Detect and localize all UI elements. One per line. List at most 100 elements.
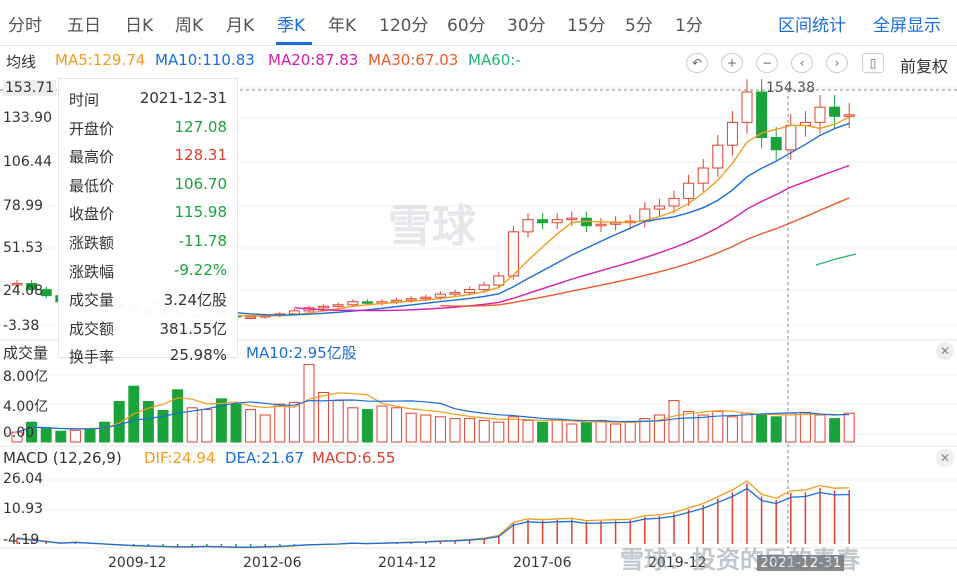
ma-legend-label: 均线	[6, 53, 37, 71]
candle-body	[245, 316, 257, 319]
volume-bar	[522, 419, 534, 443]
candle-body	[405, 298, 417, 301]
tab-60min[interactable]: 60分	[447, 16, 486, 36]
tooltip-row: 时间 2021-12-31	[67, 87, 229, 116]
zoom-in-icon[interactable]: +	[721, 53, 743, 73]
candle-body	[653, 205, 665, 210]
volume-bar	[493, 421, 505, 443]
zoom-out-icon[interactable]: −	[756, 53, 778, 73]
volume-bar	[580, 421, 592, 443]
tooltip-key: 涨跌幅	[69, 262, 115, 281]
interval-stats-link[interactable]: 区间统计	[778, 16, 846, 36]
data-tooltip: 时间 2021-12-31 开盘价 127.08 最高价 128.31 最低价 106.70 收…	[58, 78, 238, 366]
volume-bar	[799, 411, 811, 443]
candle-body	[712, 144, 724, 169]
tooltip-row: 最高价 128.31	[67, 144, 229, 173]
macd-panel-header: MACD (12,26,9) DIF:24.94 DEA:21.67 MACD:…	[0, 449, 957, 471]
xueqiu-footer-watermark: 雪球：投资的民的青春	[620, 546, 860, 574]
tooltip-value: 128.31	[174, 146, 228, 165]
tab-monthly-k[interactable]: 月K	[226, 16, 255, 36]
tab-quarterly-k[interactable]: 季K	[277, 16, 306, 36]
close-volume-icon[interactable]: ✕	[936, 342, 954, 360]
volume-bar	[770, 416, 782, 443]
volume-bar	[829, 418, 841, 443]
volume-bar	[347, 407, 359, 443]
volume-bar	[653, 414, 665, 443]
tooltip-value: 2021-12-31	[139, 89, 227, 107]
tooltip-row: 收盘价 115.98	[67, 201, 229, 230]
volume-bar	[391, 407, 403, 443]
volume-bar	[157, 410, 169, 443]
tooltip-key: 最高价	[69, 148, 115, 167]
ma60-line	[815, 253, 857, 266]
volume-bar	[712, 410, 724, 443]
scroll-left-icon[interactable]: ‹	[791, 53, 813, 73]
macd-axis-tick: -4.19	[3, 532, 40, 548]
volume-bar	[274, 403, 286, 443]
volume-bar	[843, 412, 855, 443]
tooltip-row: 最低价 106.70	[67, 173, 229, 202]
volume-bar	[376, 405, 388, 443]
volume-bar	[668, 400, 680, 443]
volume-bar	[259, 414, 271, 443]
tooltip-value: 3.24亿股	[163, 291, 227, 310]
candle-body	[288, 310, 300, 315]
tab-5day[interactable]: 五日	[67, 16, 101, 36]
x-axis-tick: 2012-06	[243, 555, 302, 571]
tooltip-key: 最低价	[69, 176, 115, 195]
tab-5min[interactable]: 5分	[625, 16, 653, 36]
volume-bar	[113, 401, 125, 443]
ma60-value: MA60:-	[468, 51, 521, 69]
volume-bar	[99, 421, 111, 443]
tab-daily-k[interactable]: 日K	[125, 16, 154, 36]
volume-bar	[478, 419, 490, 443]
volume-bar	[40, 428, 52, 443]
volume-bar	[288, 401, 300, 443]
scroll-right-icon[interactable]: ›	[826, 53, 848, 73]
tooltip-value: 127.08	[174, 117, 228, 136]
tooltip-value: -11.78	[178, 231, 227, 250]
volume-bar	[230, 403, 242, 443]
ma-legend: 均线 MA5:129.74 MA10:110.83 MA20:87.83 MA3…	[0, 46, 957, 74]
volume-bar	[507, 416, 519, 443]
close-macd-icon[interactable]: ✕	[936, 449, 954, 467]
undo-icon[interactable]: ↶	[686, 53, 708, 73]
tab-fenshi[interactable]: 分时	[8, 16, 42, 36]
candle-body	[551, 219, 563, 224]
tooltip-value: 115.98	[174, 203, 228, 222]
volume-bar	[595, 419, 607, 443]
tooltip-key: 开盘价	[69, 119, 115, 138]
tab-1min[interactable]: 1分	[675, 16, 703, 36]
price-adjust-select[interactable]: 前复权	[900, 57, 949, 76]
candle-body	[683, 182, 695, 199]
candle-body	[697, 167, 709, 184]
candle-body	[814, 106, 826, 123]
tooltip-row: 涨跌额 -11.78	[67, 230, 229, 259]
volume-bar	[741, 412, 753, 443]
tooltip-row: 开盘价 127.08	[67, 116, 229, 145]
volume-ma10-line	[16, 399, 850, 433]
volume-bar	[215, 398, 227, 443]
volume-bar	[318, 392, 330, 443]
high-price-marker: 154.38	[766, 80, 815, 96]
volume-bar	[361, 409, 373, 443]
candle-body	[522, 219, 534, 233]
tooltip-value: -9.22%	[173, 260, 227, 279]
tab-weekly-k[interactable]: 周K	[175, 16, 204, 36]
tooltip-key: 收盘价	[69, 205, 115, 224]
fullscreen-link[interactable]: 全屏显示	[873, 16, 941, 36]
tab-30min[interactable]: 30分	[507, 16, 546, 36]
volume-panel-header: 成交量 MA10:2.95亿股	[0, 342, 957, 364]
volume-bar	[624, 421, 636, 443]
tab-120min[interactable]: 120分	[379, 16, 429, 36]
tab-15min[interactable]: 15分	[567, 16, 606, 36]
tab-yearly-k[interactable]: 年K	[328, 16, 357, 36]
candle-body	[610, 222, 622, 225]
candle-body	[595, 223, 607, 227]
volume-bar	[449, 418, 461, 443]
period-tabs: 分时 五日 日K 周K 月K 季K 年K 120分 60分 30分 15分 5分…	[0, 0, 957, 46]
price-axis-top: 153.71	[3, 80, 56, 96]
price-axis-tick: 133.90	[3, 110, 52, 126]
candle-type-icon[interactable]: ▯	[862, 53, 884, 73]
